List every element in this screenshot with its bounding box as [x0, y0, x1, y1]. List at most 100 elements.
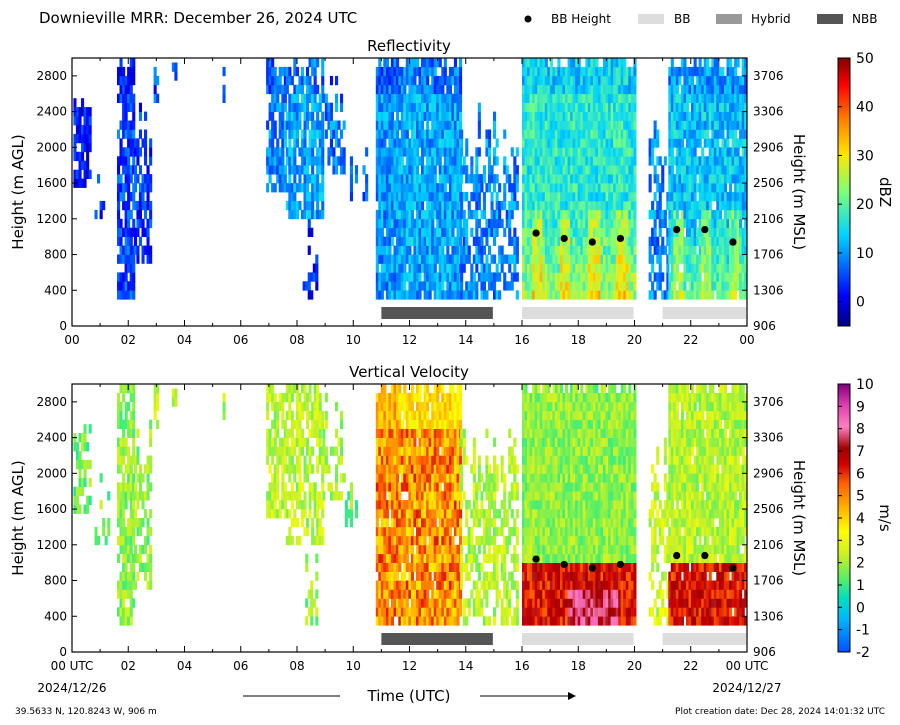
- field-cell: [78, 477, 82, 488]
- field-cell: [666, 254, 670, 264]
- field-cell: [663, 156, 667, 166]
- field-cell: [288, 526, 292, 537]
- field-cell: [383, 183, 387, 193]
- field-cell: [393, 598, 397, 608]
- field-cell: [592, 66, 596, 77]
- field-cell: [696, 236, 700, 246]
- field-cell: [436, 245, 440, 255]
- field-cell: [625, 227, 629, 237]
- field-cell: [613, 200, 617, 211]
- field-cell: [290, 491, 294, 501]
- field-cell: [537, 174, 541, 184]
- field-cell: [557, 66, 561, 77]
- field-cell: [298, 455, 302, 465]
- field-cell: [329, 102, 333, 112]
- field-cell: [529, 165, 533, 175]
- field-cell: [524, 147, 528, 157]
- colorbar-tick-label: 0: [856, 295, 865, 311]
- field-cell: [410, 58, 414, 68]
- field-cell: [557, 138, 561, 148]
- field-cell: [405, 272, 409, 282]
- field-cell: [385, 571, 389, 581]
- field-cell: [613, 58, 617, 68]
- field-cell: [610, 192, 614, 202]
- field-cell: [281, 147, 285, 157]
- field-cell: [268, 384, 272, 394]
- x-tick-label: 02: [121, 333, 136, 347]
- field-cell: [539, 93, 543, 103]
- field-cell: [313, 410, 317, 421]
- field-cell: [127, 571, 131, 581]
- field-cell: [615, 200, 619, 211]
- field-cell: [570, 272, 574, 282]
- field-cell: [354, 174, 358, 184]
- field-cell: [146, 562, 150, 572]
- field-cell: [421, 174, 425, 184]
- field-cell: [388, 500, 392, 510]
- field-cell: [505, 254, 509, 264]
- field-cell: [393, 192, 397, 202]
- field-cell: [383, 200, 387, 211]
- field-cell: [656, 183, 660, 193]
- field-cell: [562, 84, 566, 95]
- field-cell: [86, 459, 90, 470]
- field-cell: [222, 392, 226, 403]
- field-cell: [723, 120, 727, 130]
- field-cell: [683, 66, 687, 77]
- field-cell: [485, 129, 489, 139]
- field-cell: [572, 218, 576, 229]
- field-cell: [513, 263, 517, 273]
- field-cell: [308, 192, 312, 202]
- field-cell: [477, 254, 481, 264]
- field-cell: [380, 183, 384, 193]
- field-cell: [423, 102, 427, 112]
- field-cell: [375, 428, 379, 438]
- field-cell: [303, 111, 307, 121]
- field-cell: [408, 183, 412, 193]
- field-cell: [495, 138, 499, 148]
- field-cell: [698, 156, 702, 166]
- field-cell: [683, 200, 687, 211]
- field-cell: [378, 66, 382, 77]
- field-cell: [365, 174, 369, 184]
- field-cell: [597, 84, 601, 95]
- field-cell: [597, 281, 601, 291]
- field-cell: [567, 183, 571, 193]
- field-cell: [693, 290, 697, 300]
- field-cell: [383, 66, 387, 77]
- field-cell: [388, 482, 392, 492]
- field-cell: [318, 500, 322, 510]
- field-cell: [86, 169, 90, 179]
- field-cell: [600, 138, 604, 148]
- field-cell: [522, 138, 526, 148]
- field-cell: [124, 437, 128, 447]
- field-cell: [661, 165, 665, 175]
- field-cell: [276, 410, 280, 421]
- field-cell: [592, 147, 596, 157]
- field-cell: [337, 120, 341, 130]
- field-cell: [663, 245, 667, 255]
- field-cell: [701, 84, 705, 95]
- field-cell: [119, 535, 123, 546]
- field-cell: [127, 93, 131, 103]
- field-cell: [413, 111, 417, 121]
- field-cell: [400, 473, 404, 483]
- field-cell: [127, 129, 131, 139]
- field-cell: [688, 254, 692, 264]
- field-cell: [544, 236, 548, 246]
- field-cell: [380, 455, 384, 465]
- field-cell: [378, 218, 382, 229]
- field-cell: [708, 254, 712, 264]
- field-cell: [124, 245, 128, 255]
- field-cell: [460, 245, 464, 255]
- field-cell: [385, 75, 389, 86]
- field-cell: [298, 437, 302, 447]
- field-cell: [124, 526, 128, 537]
- field-cell: [625, 66, 629, 77]
- field-cell: [308, 509, 312, 519]
- field-cell: [734, 174, 738, 184]
- field-cell: [508, 227, 512, 237]
- field-cell: [438, 147, 442, 157]
- field-cell: [433, 263, 437, 273]
- field-cell: [711, 93, 715, 103]
